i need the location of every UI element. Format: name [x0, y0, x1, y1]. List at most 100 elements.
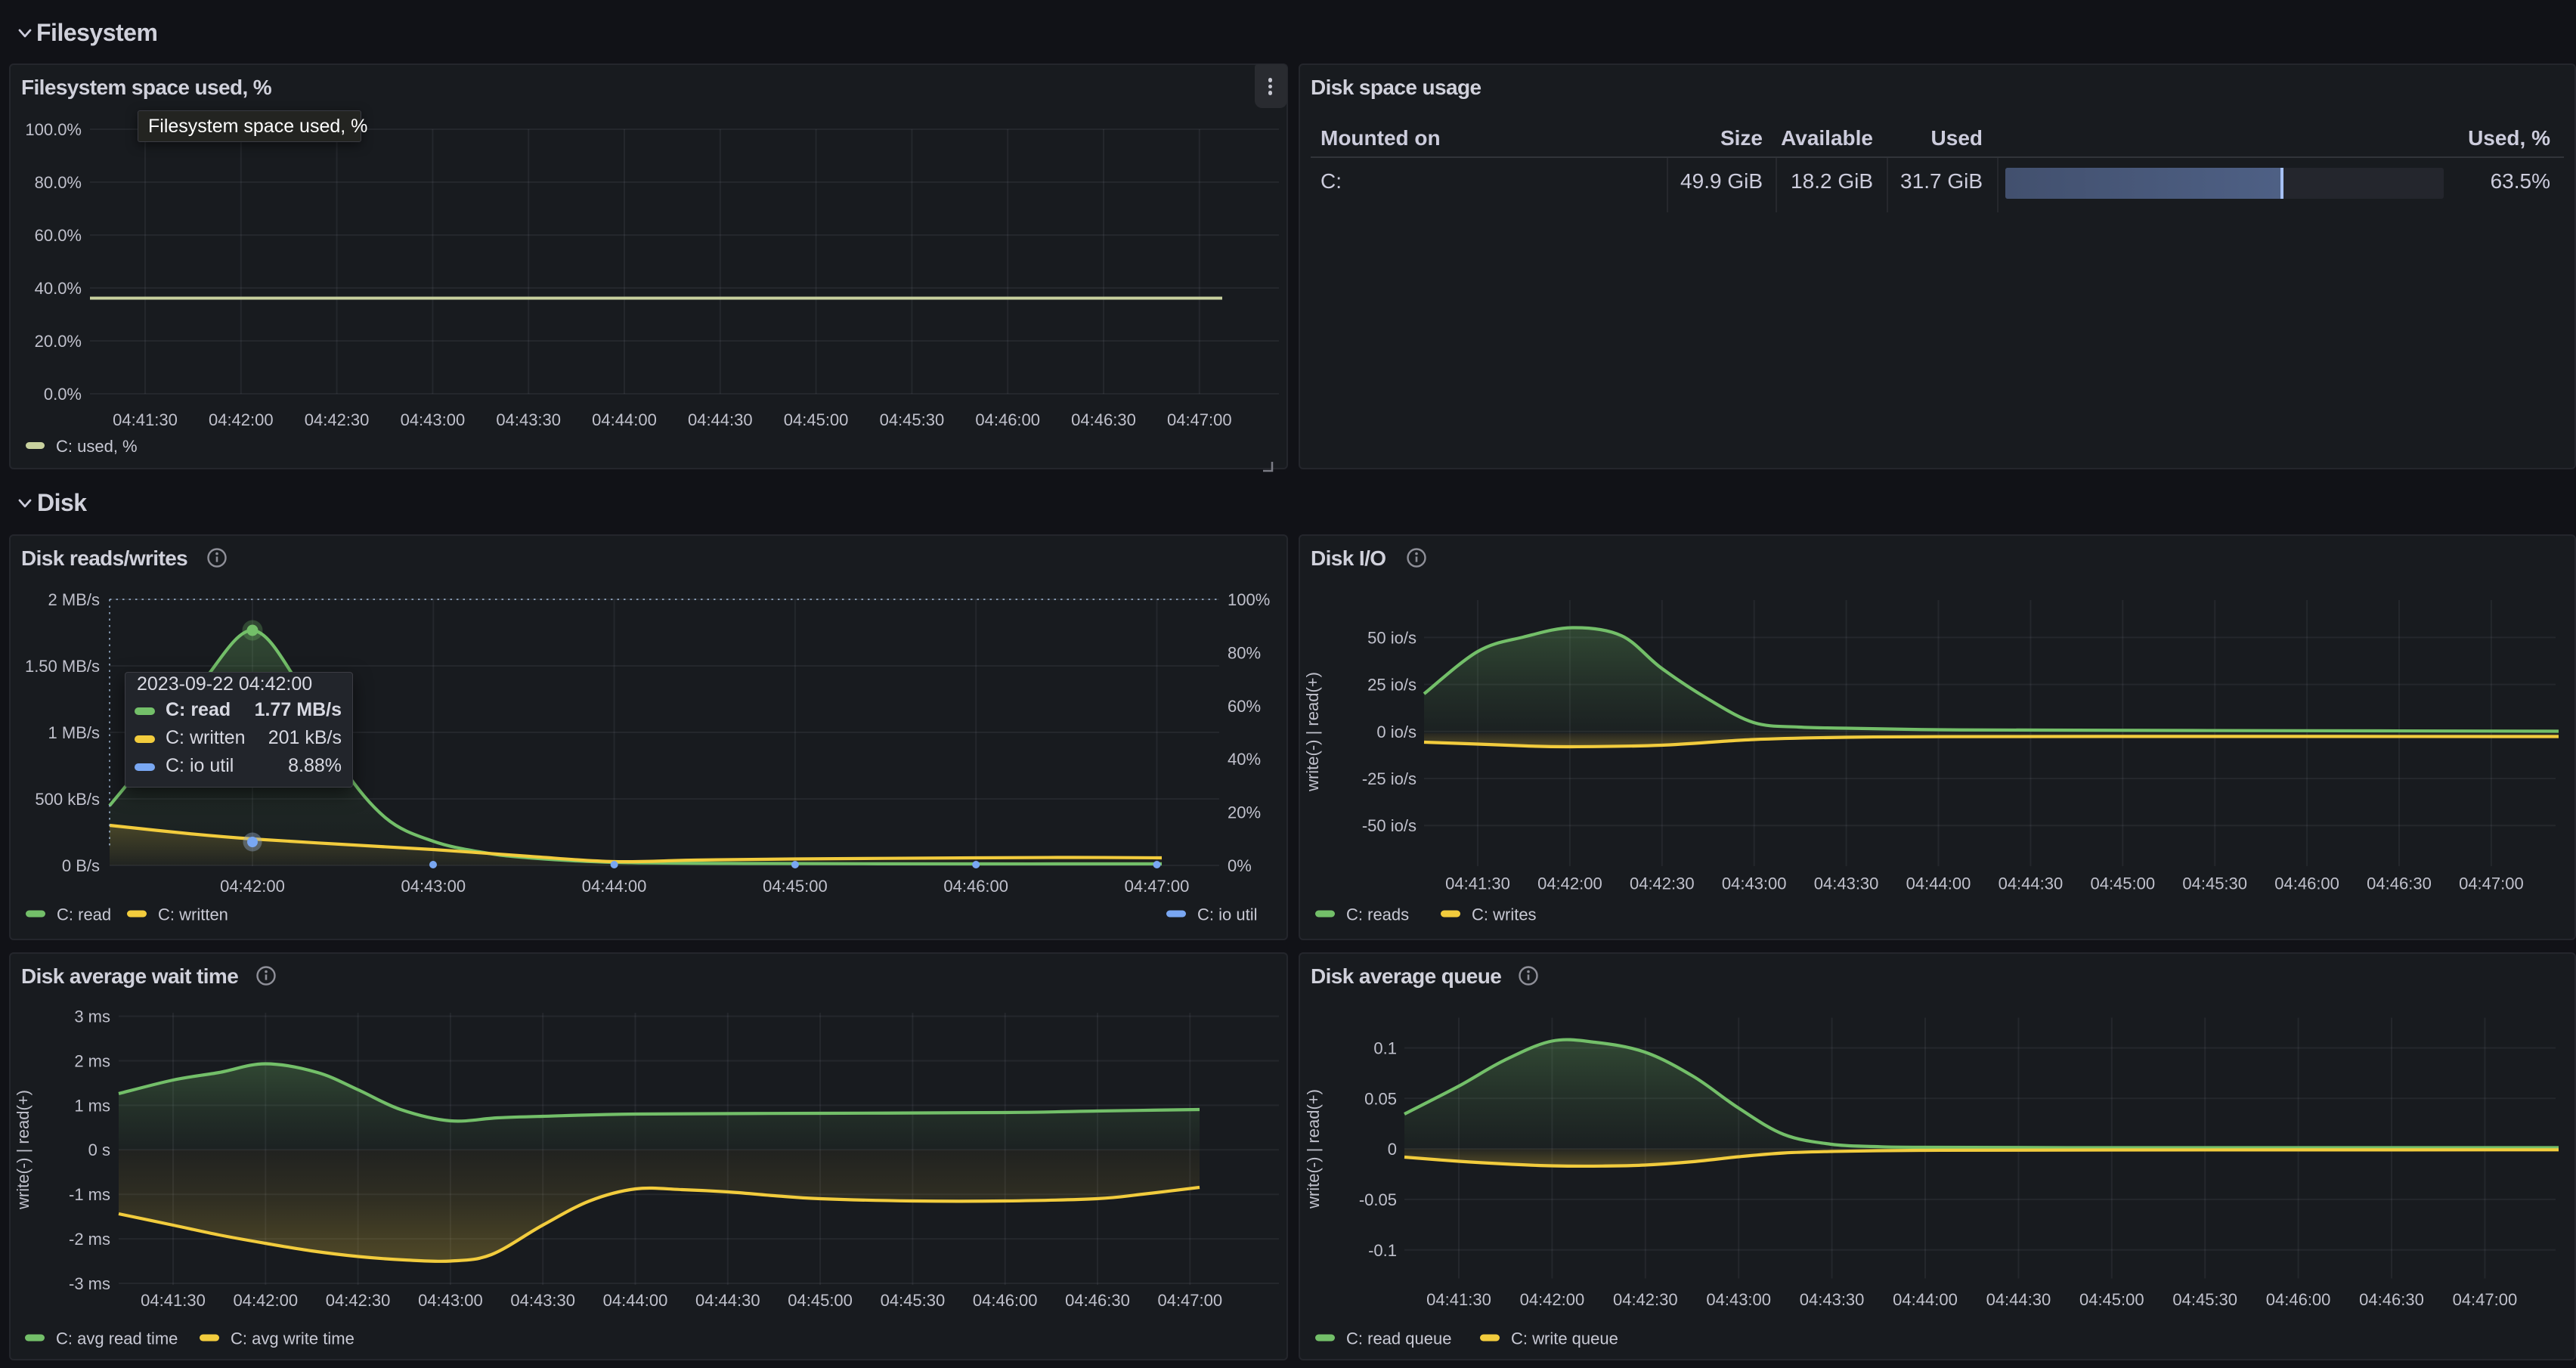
svg-text:04:43:00: 04:43:00: [1722, 874, 1787, 893]
svg-text:04:45:00: 04:45:00: [763, 877, 828, 896]
svg-text:04:47:00: 04:47:00: [1157, 1291, 1222, 1310]
svg-text:04:41:30: 04:41:30: [113, 410, 178, 429]
svg-text:04:42:00: 04:42:00: [1520, 1290, 1585, 1309]
svg-text:C:: C:: [1321, 169, 1342, 193]
svg-text:Used: Used: [1931, 126, 1983, 150]
svg-text:04:45:00: 04:45:00: [784, 410, 849, 429]
svg-text:C: read queue: C: read queue: [1346, 1329, 1451, 1348]
svg-text:04:45:00: 04:45:00: [2090, 874, 2155, 893]
svg-text:C: written: C: written: [158, 905, 228, 924]
svg-text:04:42:30: 04:42:30: [305, 410, 370, 429]
svg-text:100.0%: 100.0%: [25, 120, 82, 139]
svg-text:0%: 0%: [1228, 856, 1252, 875]
svg-text:04:44:00: 04:44:00: [1893, 1290, 1958, 1309]
svg-text:0 B/s: 0 B/s: [62, 856, 100, 875]
svg-text:C: avg write time: C: avg write time: [231, 1329, 355, 1348]
svg-text:04:42:30: 04:42:30: [1613, 1290, 1678, 1309]
svg-text:20%: 20%: [1228, 803, 1261, 822]
svg-text:04:43:30: 04:43:30: [1814, 874, 1879, 893]
svg-text:18.2 GiB: 18.2 GiB: [1791, 169, 1873, 193]
svg-text:04:42:00: 04:42:00: [233, 1291, 298, 1310]
svg-text:04:42:30: 04:42:30: [1630, 874, 1695, 893]
svg-text:write(-) | read(+): write(-) | read(+): [1303, 672, 1322, 792]
svg-text:04:42:00: 04:42:00: [220, 877, 285, 896]
svg-text:-1 ms: -1 ms: [69, 1185, 110, 1204]
svg-text:3 ms: 3 ms: [74, 1007, 110, 1026]
svg-text:C: used, %: C: used, %: [56, 437, 138, 456]
svg-text:04:45:30: 04:45:30: [881, 1291, 946, 1310]
svg-text:25 io/s: 25 io/s: [1367, 676, 1416, 695]
svg-text:04:41:30: 04:41:30: [141, 1291, 206, 1310]
svg-text:C: read: C: read: [57, 905, 111, 924]
svg-text:04:44:30: 04:44:30: [1986, 1290, 2051, 1309]
svg-text:04:43:00: 04:43:00: [418, 1291, 483, 1310]
svg-text:04:44:00: 04:44:00: [603, 1291, 668, 1310]
svg-text:0 io/s: 0 io/s: [1376, 723, 1416, 741]
svg-text:04:47:00: 04:47:00: [1125, 877, 1190, 896]
svg-text:60%: 60%: [1228, 697, 1261, 716]
svg-text:0: 0: [1388, 1140, 1397, 1159]
svg-text:04:45:00: 04:45:00: [2079, 1290, 2144, 1309]
svg-text:04:43:00: 04:43:00: [401, 877, 466, 896]
svg-text:40%: 40%: [1228, 750, 1261, 769]
svg-text:04:42:30: 04:42:30: [326, 1291, 391, 1310]
svg-text:04:45:30: 04:45:30: [2172, 1290, 2237, 1309]
svg-text:C: writes: C: writes: [1472, 905, 1537, 924]
svg-text:-0.1: -0.1: [1368, 1241, 1397, 1260]
svg-text:04:44:30: 04:44:30: [688, 410, 753, 429]
svg-text:Used, %: Used, %: [2468, 126, 2550, 150]
svg-text:04:44:30: 04:44:30: [1999, 874, 2064, 893]
svg-text:C: reads: C: reads: [1346, 905, 1409, 924]
svg-text:40.0%: 40.0%: [35, 279, 82, 298]
svg-text:1 MB/s: 1 MB/s: [48, 723, 100, 742]
svg-text:04:43:30: 04:43:30: [496, 410, 561, 429]
svg-text:04:46:00: 04:46:00: [975, 410, 1040, 429]
svg-text:-50 io/s: -50 io/s: [1362, 816, 1416, 835]
svg-text:04:44:30: 04:44:30: [695, 1291, 760, 1310]
svg-text:1 ms: 1 ms: [74, 1096, 110, 1115]
svg-text:0.1: 0.1: [1373, 1039, 1397, 1058]
svg-text:04:43:00: 04:43:00: [1706, 1290, 1771, 1309]
svg-text:04:46:00: 04:46:00: [973, 1291, 1038, 1310]
svg-text:04:41:30: 04:41:30: [1426, 1290, 1491, 1309]
svg-text:04:46:00: 04:46:00: [943, 877, 1008, 896]
svg-text:500 kB/s: 500 kB/s: [35, 790, 100, 809]
svg-text:-2 ms: -2 ms: [69, 1230, 110, 1249]
svg-text:04:45:30: 04:45:30: [880, 410, 945, 429]
svg-text:04:44:00: 04:44:00: [1906, 874, 1971, 893]
svg-text:04:47:00: 04:47:00: [1167, 410, 1232, 429]
svg-text:20.0%: 20.0%: [35, 332, 82, 351]
svg-text:-0.05: -0.05: [1359, 1190, 1397, 1209]
svg-text:0.0%: 0.0%: [44, 385, 82, 404]
svg-text:04:43:30: 04:43:30: [1800, 1290, 1865, 1309]
svg-text:04:46:30: 04:46:30: [2359, 1290, 2424, 1309]
svg-text:80.0%: 80.0%: [35, 173, 82, 192]
svg-text:C: io util: C: io util: [1197, 905, 1257, 924]
svg-text:1.50 MB/s: 1.50 MB/s: [25, 657, 100, 676]
svg-text:04:46:30: 04:46:30: [2367, 874, 2432, 893]
svg-text:04:45:00: 04:45:00: [788, 1291, 853, 1310]
svg-text:63.5%: 63.5%: [2491, 169, 2550, 193]
svg-text:-25 io/s: -25 io/s: [1362, 769, 1416, 788]
svg-text:80%: 80%: [1228, 643, 1261, 662]
svg-text:100%: 100%: [1228, 590, 1270, 609]
svg-text:04:46:30: 04:46:30: [1065, 1291, 1130, 1310]
svg-text:04:47:00: 04:47:00: [2459, 874, 2524, 893]
svg-text:60.0%: 60.0%: [35, 226, 82, 245]
svg-text:-3 ms: -3 ms: [69, 1274, 110, 1293]
svg-text:Available: Available: [1781, 126, 1873, 150]
svg-text:write(-) | read(+): write(-) | read(+): [1304, 1089, 1323, 1209]
svg-text:04:43:30: 04:43:30: [510, 1291, 575, 1310]
svg-text:Size: Size: [1720, 126, 1763, 150]
svg-text:04:43:00: 04:43:00: [401, 410, 466, 429]
svg-text:2 ms: 2 ms: [74, 1052, 110, 1071]
svg-text:31.7 GiB: 31.7 GiB: [1900, 169, 1983, 193]
svg-text:50 io/s: 50 io/s: [1367, 628, 1416, 647]
svg-text:write(-) | read(+): write(-) | read(+): [14, 1090, 33, 1210]
svg-text:2 MB/s: 2 MB/s: [48, 590, 100, 609]
svg-text:04:41:30: 04:41:30: [1445, 874, 1510, 893]
svg-text:04:46:00: 04:46:00: [2274, 874, 2339, 893]
svg-text:Mounted on: Mounted on: [1321, 126, 1441, 150]
svg-text:04:44:00: 04:44:00: [592, 410, 657, 429]
svg-text:0 s: 0 s: [88, 1141, 110, 1159]
